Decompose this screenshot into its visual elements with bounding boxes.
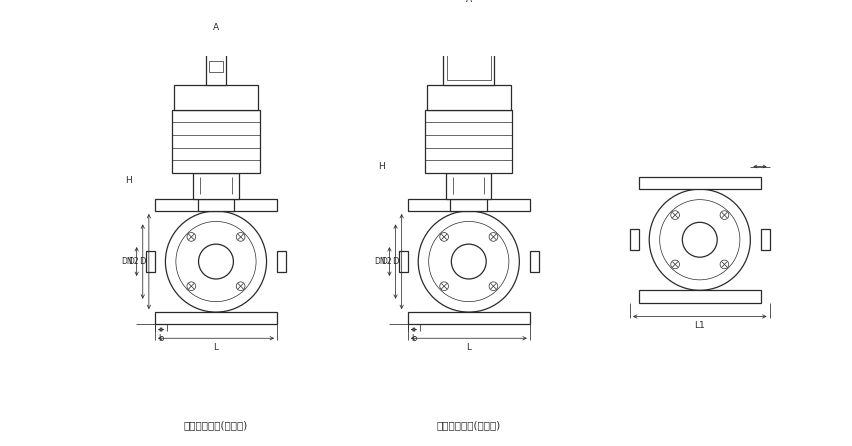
- Text: H: H: [378, 162, 384, 171]
- Text: D: D: [139, 257, 145, 266]
- Circle shape: [236, 282, 245, 290]
- Circle shape: [199, 244, 233, 279]
- Circle shape: [165, 211, 266, 312]
- Bar: [529, 251, 538, 272]
- Bar: [174, 86, 257, 110]
- Text: DN: DN: [374, 257, 385, 266]
- Circle shape: [488, 282, 498, 290]
- Bar: [407, 312, 529, 324]
- Circle shape: [417, 211, 519, 312]
- Circle shape: [187, 282, 195, 290]
- Bar: [638, 177, 760, 189]
- Bar: [209, 61, 222, 72]
- Bar: [172, 110, 259, 173]
- Bar: [407, 199, 529, 211]
- Text: L: L: [213, 343, 218, 351]
- Circle shape: [236, 232, 245, 241]
- Text: DN: DN: [121, 257, 133, 266]
- Text: b: b: [158, 334, 164, 343]
- Circle shape: [488, 232, 498, 241]
- Bar: [424, 110, 512, 173]
- Text: L1: L1: [694, 321, 705, 330]
- Circle shape: [187, 232, 195, 241]
- Text: D2: D2: [129, 257, 139, 266]
- Circle shape: [648, 189, 750, 290]
- Bar: [760, 229, 769, 250]
- Text: A: A: [465, 0, 471, 4]
- Bar: [427, 86, 510, 110]
- Text: D: D: [391, 257, 398, 266]
- Bar: [443, 49, 493, 86]
- Bar: [198, 199, 234, 211]
- Circle shape: [440, 232, 448, 241]
- Bar: [450, 28, 486, 49]
- Text: 气动三通球阀(调节型): 气动三通球阀(调节型): [436, 421, 500, 430]
- Circle shape: [682, 222, 717, 257]
- Text: b: b: [411, 334, 416, 343]
- Circle shape: [451, 244, 486, 279]
- Bar: [205, 52, 226, 86]
- Bar: [155, 199, 277, 211]
- Circle shape: [670, 211, 679, 219]
- Bar: [277, 251, 285, 272]
- Text: A: A: [213, 23, 219, 32]
- Bar: [450, 199, 486, 211]
- Bar: [446, 173, 491, 199]
- Circle shape: [670, 260, 679, 269]
- Text: 气动三通球阀(开关型): 气动三通球阀(开关型): [184, 421, 248, 430]
- Bar: [399, 251, 407, 272]
- Bar: [446, 54, 490, 80]
- Text: L: L: [466, 343, 470, 351]
- Bar: [155, 312, 277, 324]
- Bar: [193, 173, 239, 199]
- Bar: [638, 290, 760, 302]
- Bar: [630, 229, 638, 250]
- Circle shape: [719, 260, 728, 269]
- Text: H: H: [125, 176, 132, 185]
- Bar: [146, 251, 155, 272]
- Text: D2: D2: [381, 257, 392, 266]
- Circle shape: [719, 211, 728, 219]
- Circle shape: [440, 282, 448, 290]
